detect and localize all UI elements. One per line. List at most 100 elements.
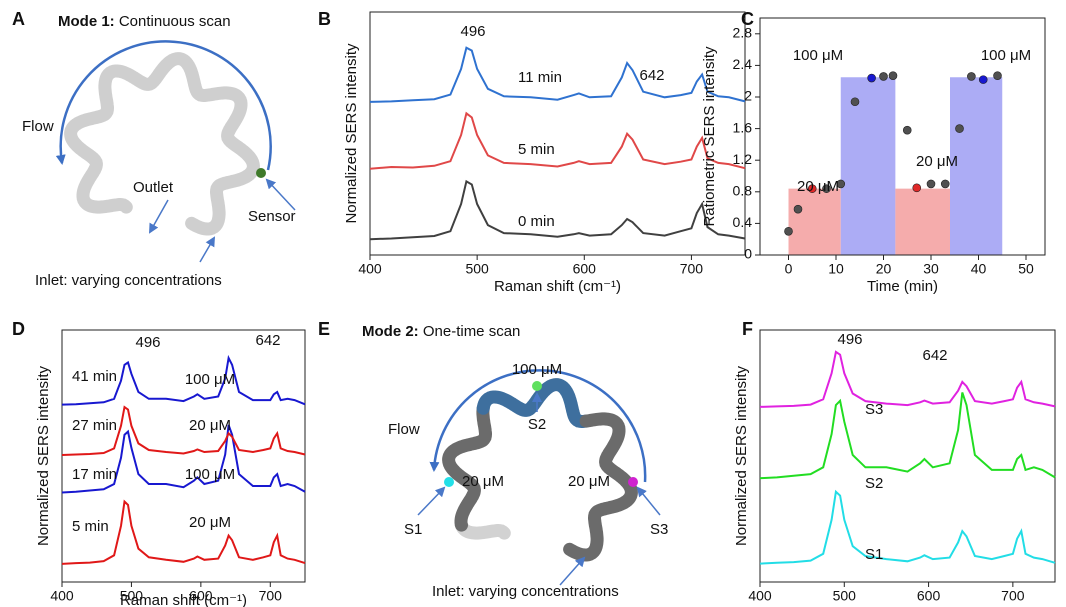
y-tick-label: 0 (744, 246, 752, 262)
x-axis-label: Raman shift (cm⁻¹) (120, 592, 247, 607)
series-label: 5 min (518, 141, 555, 158)
band (950, 77, 1003, 255)
mode-title: Mode 1: Continuous scan (58, 13, 231, 30)
annotation: 100 μM (185, 466, 235, 483)
x-tick-label: 400 (358, 261, 382, 277)
point (822, 184, 831, 193)
point (850, 97, 860, 107)
chart: C 0 10 20 30 40 50 0 0.4 0.8 1.2 1.6 2 2.4 2.8 Time (mi… (701, 9, 1046, 295)
inlet-arrow (559, 556, 586, 586)
band (895, 188, 950, 255)
spectrum (759, 489, 1056, 565)
inlet-label: Inlet: varying concentrations (35, 272, 222, 289)
series-label: 41 min (72, 368, 117, 385)
annotation: 20 μM (189, 417, 231, 434)
flow-arrow (429, 369, 647, 483)
y-axis-label: Ratiometric SERS intensity (701, 46, 718, 227)
spectrum (61, 424, 306, 494)
chart: B 400 500 600 700 Raman shift (cm⁻¹) Normalize… (318, 9, 746, 295)
outlet-arrow (149, 199, 169, 234)
channel (442, 401, 492, 532)
sensor-dot (256, 168, 266, 178)
x-tick-label: 600 (189, 588, 213, 604)
spectrum (369, 111, 746, 170)
s1-arrow (417, 486, 446, 516)
point (967, 72, 976, 81)
panel-letter: C (741, 9, 754, 29)
annotation: 496 (837, 331, 862, 348)
spectrum (61, 499, 306, 565)
annotation: 496 (135, 334, 160, 351)
y-tick-label: 2 (744, 88, 752, 104)
x-tick-label: 700 (259, 588, 283, 604)
series-label: 0 min (518, 213, 555, 230)
sensor-arrow (265, 178, 296, 211)
y-tick-label: 1.6 (733, 119, 753, 135)
conc-label: 100 μM (512, 361, 562, 378)
series-label: 5 min (72, 518, 109, 535)
series-label: 11 min (518, 69, 562, 86)
y-axis-label: Normalized SERS intensity (343, 43, 360, 224)
annotation: 100 μM (793, 47, 843, 64)
series-label: S3 (865, 401, 883, 418)
diagram-e: E Mode 2: One-time scan Flow 100 μM S2 2… (318, 319, 668, 600)
y-axis-label: Normalized SERS intensity (733, 365, 750, 546)
spectrum (759, 392, 1056, 480)
sensor-label: Sensor (248, 208, 296, 225)
x-tick-label: 20 (876, 261, 892, 277)
annotation: 20 μM (916, 153, 958, 170)
channel (455, 518, 511, 540)
x-tick-label: 400 (748, 588, 772, 604)
y-tick-label: 1.2 (733, 151, 753, 167)
diagram-a: A Mode 1: Continuous scan Flow Sensor Ou… (12, 9, 296, 289)
outlet-label: Outlet (133, 179, 174, 196)
channel (563, 412, 638, 562)
mode-title: Mode 2: One-time scan (362, 323, 520, 340)
series-label: 17 min (72, 466, 117, 483)
point (879, 72, 888, 81)
mode: Mode 1: (58, 13, 115, 30)
x-tick-label: 700 (1001, 588, 1025, 604)
spectrum (369, 46, 746, 103)
mode: Mode 2: (362, 323, 419, 340)
spectrum (61, 405, 306, 456)
axes-frame (759, 17, 1046, 256)
x-tick-label: 40 (971, 261, 987, 277)
spectrum (369, 179, 746, 241)
x-axis-label: Raman shift (cm⁻¹) (494, 278, 621, 295)
spectrum (759, 350, 1056, 408)
site-dot (532, 381, 542, 391)
inlet-arrow (199, 236, 216, 263)
series-label: S1 (865, 546, 883, 563)
annotation: 642 (922, 347, 947, 364)
annotation: 20 μM (189, 514, 231, 531)
point (902, 125, 912, 135)
flow-label: Flow (22, 118, 54, 135)
x-tick-label: 400 (50, 588, 74, 604)
point (784, 227, 793, 236)
x-tick-label: 500 (465, 261, 489, 277)
band (788, 188, 841, 255)
x-tick-label: 600 (573, 261, 597, 277)
annotation: 20 μM (797, 178, 839, 195)
x-tick-label: 50 (1018, 261, 1034, 277)
panel-letter: A (12, 9, 25, 29)
axes-frame (759, 329, 1056, 583)
s3-arrow (636, 486, 661, 516)
chart: D 400 500 600 700 Raman shift (cm⁻¹) Normalize… (12, 319, 306, 607)
point (926, 179, 936, 189)
channel (64, 52, 260, 236)
flow-arrow (55, 40, 272, 171)
annotation: 642 (255, 332, 280, 349)
point (912, 183, 922, 193)
panel-letter: D (12, 319, 25, 339)
x-tick-label: 500 (833, 588, 857, 604)
x-tick-label: 600 (917, 588, 941, 604)
point (955, 124, 964, 133)
y-axis-label: Normalized SERS intensity (35, 365, 52, 546)
annotation: 100 μM (185, 371, 235, 388)
site-label: S1 (404, 521, 422, 538)
axes-frame (61, 329, 306, 583)
point (807, 184, 817, 193)
inlet-label: Inlet: varying concentrations (432, 583, 619, 600)
